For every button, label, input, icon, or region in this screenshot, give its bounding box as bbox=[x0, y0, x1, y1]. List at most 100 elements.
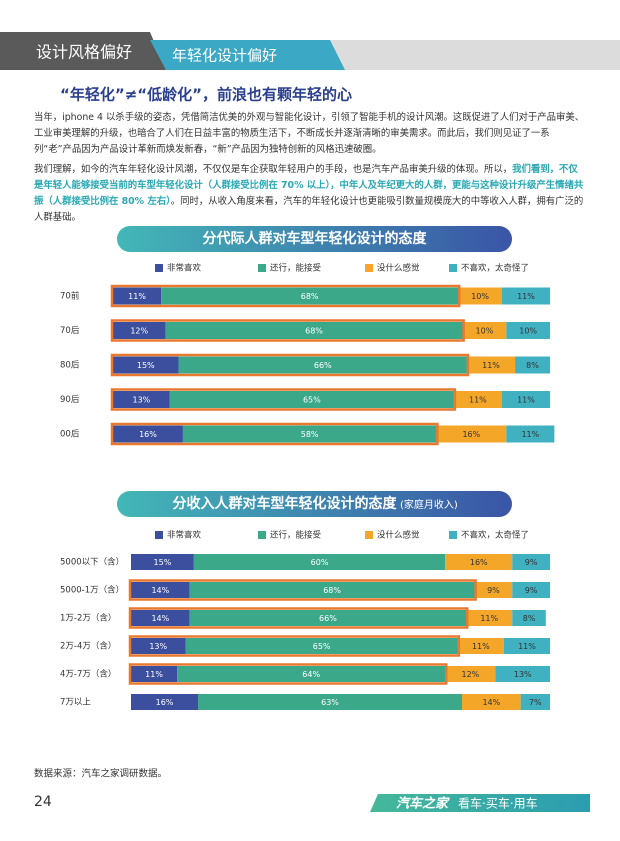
legend-label: 不喜欢，太奇怪了 bbox=[461, 263, 529, 274]
header-section: 设计风格偏好 bbox=[36, 43, 132, 62]
legend-swatch bbox=[365, 264, 373, 272]
highlight-outline bbox=[110, 388, 457, 411]
value-label: 60% bbox=[311, 558, 329, 567]
bar-segment bbox=[466, 356, 516, 374]
value-label: 63% bbox=[321, 698, 339, 707]
value-label: 66% bbox=[319, 614, 337, 623]
value-label: 11% bbox=[145, 670, 163, 679]
legend-swatch bbox=[449, 264, 457, 272]
value-label: 58% bbox=[301, 430, 319, 439]
bar-segment bbox=[161, 287, 459, 305]
bar-segment bbox=[113, 322, 166, 339]
value-label: 11% bbox=[472, 642, 490, 651]
bar-segment bbox=[462, 694, 521, 710]
value-label: 11% bbox=[469, 396, 487, 405]
bar-segment bbox=[453, 391, 502, 408]
bar-segment bbox=[445, 554, 513, 570]
bar-segment bbox=[503, 638, 550, 654]
value-label: 13% bbox=[149, 642, 167, 651]
bar-segment bbox=[512, 554, 550, 570]
value-label: 7% bbox=[529, 698, 542, 707]
bar-segment bbox=[182, 425, 437, 443]
value-label: 11% bbox=[518, 642, 536, 651]
bar-segment bbox=[506, 425, 555, 443]
bar-segment bbox=[185, 638, 458, 654]
value-label: 10% bbox=[476, 327, 494, 336]
value-label: 9% bbox=[525, 558, 538, 567]
value-label: 14% bbox=[151, 586, 169, 595]
bar-segment bbox=[131, 554, 194, 570]
text: 我们理解，如今的汽车年轻化设计风潮，不仅仅是车企获取年轻用户的手段，也是汽车产品… bbox=[34, 164, 513, 175]
bar-segment bbox=[178, 356, 467, 374]
legend-label: 没什么感觉 bbox=[377, 263, 420, 274]
category-label: 70前 bbox=[60, 291, 80, 302]
legend-swatch bbox=[449, 531, 457, 539]
category-label: 5000-1万（含） bbox=[60, 585, 124, 596]
highlight-outline bbox=[128, 635, 461, 657]
category-label: 2万-4万（含） bbox=[60, 641, 116, 652]
category-label: 1万-2万（含） bbox=[60, 613, 116, 624]
bar-segment bbox=[520, 694, 550, 710]
value-label: 10% bbox=[519, 327, 537, 336]
bar-segment bbox=[466, 610, 513, 626]
chart-title: 分收入人群对车型年轻化设计的态度 bbox=[173, 495, 398, 512]
bar-segment bbox=[501, 287, 550, 305]
value-label: 11% bbox=[128, 292, 146, 301]
value-label: 13% bbox=[133, 396, 151, 405]
value-label: 64% bbox=[302, 670, 320, 679]
value-label: 13% bbox=[514, 670, 532, 679]
header-tab bbox=[0, 32, 166, 70]
footer-ribbon bbox=[370, 794, 590, 812]
value-label: 9% bbox=[525, 586, 538, 595]
legend-swatch bbox=[155, 264, 163, 272]
legend-swatch bbox=[258, 531, 266, 539]
value-label: 14% bbox=[151, 614, 169, 623]
value-label: 8% bbox=[526, 361, 539, 370]
legend-label: 非常喜欢 bbox=[167, 263, 202, 274]
value-label: 8% bbox=[523, 614, 536, 623]
value-label: 65% bbox=[303, 396, 321, 405]
category-label: 7万以上 bbox=[60, 698, 91, 708]
bar-segment bbox=[495, 666, 550, 682]
chart-title-bg bbox=[117, 226, 512, 252]
bar-segment bbox=[131, 666, 178, 682]
value-label: 16% bbox=[470, 558, 488, 567]
bar-segment bbox=[445, 666, 496, 682]
value-label: 11% bbox=[521, 430, 539, 439]
bar-segment bbox=[462, 322, 507, 339]
value-label: 11% bbox=[482, 361, 500, 370]
value-label: 16% bbox=[156, 698, 174, 707]
value-label: 68% bbox=[305, 327, 323, 336]
highlight-outline bbox=[110, 319, 465, 342]
footer-brand: 汽车之家 bbox=[396, 796, 450, 812]
bar-segment bbox=[131, 582, 190, 598]
bar-segment bbox=[165, 322, 463, 339]
bar-segment bbox=[512, 610, 546, 626]
legend-label: 还行，能接受 bbox=[270, 530, 322, 541]
value-label: 68% bbox=[301, 292, 319, 301]
value-label: 68% bbox=[323, 586, 341, 595]
header-topic-bg bbox=[150, 40, 345, 70]
footer-slogan: 看车·买车·用车 bbox=[458, 796, 538, 811]
value-label: 16% bbox=[139, 430, 157, 439]
bar-segment bbox=[113, 391, 170, 408]
bar-segment bbox=[113, 287, 162, 305]
bar-segment bbox=[189, 610, 467, 626]
bar-segment bbox=[131, 694, 199, 710]
value-label: 12% bbox=[461, 670, 479, 679]
highlight-outline bbox=[110, 422, 439, 446]
highlight-outline bbox=[110, 284, 461, 308]
category-label: 5000以下（含） bbox=[60, 557, 124, 568]
legend-label: 非常喜欢 bbox=[167, 530, 202, 541]
bar-segment bbox=[177, 666, 446, 682]
legend-swatch bbox=[258, 264, 266, 272]
bar-segment bbox=[515, 356, 550, 374]
value-label: 10% bbox=[471, 292, 489, 301]
chart-subtitle: (家庭月收入) bbox=[400, 498, 458, 511]
bar-segment bbox=[474, 582, 513, 598]
bar-segment bbox=[458, 287, 502, 305]
value-label: 14% bbox=[482, 698, 500, 707]
legend-swatch bbox=[365, 531, 373, 539]
bar-segment bbox=[113, 425, 183, 443]
legend-label: 没什么感觉 bbox=[377, 530, 420, 541]
